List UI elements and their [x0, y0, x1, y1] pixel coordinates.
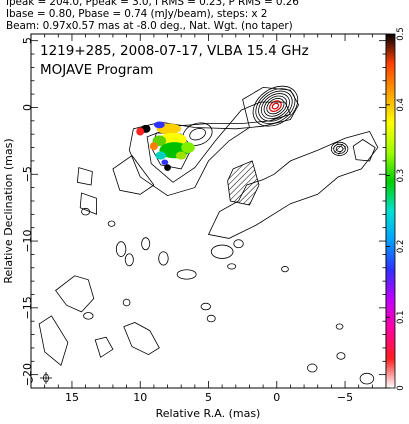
noise-contour: [200, 302, 211, 311]
colorbar-tick-labels: 0 0.1 0.2 0.3 0.4 0.5: [386, 27, 406, 391]
colorbar: [385, 33, 396, 389]
y-tick-label: −15: [21, 296, 34, 319]
tick-marks: [30, 34, 387, 389]
core-contour: [260, 93, 290, 120]
polarization-blob: [155, 151, 167, 160]
noise-contour: [124, 253, 134, 267]
hatched-region: [227, 160, 260, 206]
x-tick-label: −5: [337, 391, 353, 404]
polarization-blob: [136, 127, 145, 136]
noise-contour: [94, 336, 114, 358]
polarization-blob: [181, 142, 195, 153]
noise-contour: [38, 315, 69, 366]
core-contour: [271, 102, 280, 110]
colorbar-tick-label: 0.1: [396, 310, 406, 324]
noise-contour: [227, 263, 237, 270]
core-contour: [268, 100, 282, 112]
noise-contour: [359, 372, 375, 385]
jet-contour: [112, 155, 155, 195]
polarization-overlay: [136, 121, 347, 206]
x-tick-label: 15: [65, 391, 79, 404]
colorbar-tick-label: 0.4: [396, 98, 406, 112]
y-tick-label: 0: [21, 104, 34, 111]
core-contour: [263, 95, 288, 117]
polarization-blob: [164, 164, 171, 171]
core-contour: [266, 98, 285, 115]
header-line-1: Ipeak = 204.0, Ppeak = 3.0, I RMS = 0.23…: [6, 0, 299, 8]
west-contour: [352, 139, 376, 162]
polarization-blob: [153, 121, 165, 129]
x-tick-label: 10: [133, 391, 147, 404]
noise-contour: [123, 322, 160, 356]
polarization-blob: [149, 142, 158, 151]
colorbar-tick-label: 0.2: [396, 240, 406, 254]
noise-contour: [210, 244, 234, 259]
y-tick-label: −5: [21, 166, 34, 182]
contour-lines: [31, 85, 379, 385]
noise-contour: [31, 376, 33, 384]
noise-contour: [122, 298, 131, 307]
x-axis-label: Relative R.A. (mas): [156, 407, 261, 420]
y-axis-label: Relative Declination (mas): [2, 138, 15, 283]
polarization-blob: [175, 151, 187, 160]
header-line-2: Ibase = 0.80, Pbase = 0.74 (mJy/beam), s…: [6, 8, 268, 20]
noise-contour: [158, 251, 169, 266]
jet-contour: [189, 128, 206, 141]
noise-contour: [233, 239, 244, 249]
y-tick-labels: 5 0 −5 −10 −15 −20: [21, 37, 34, 386]
y-tick-label: 5: [21, 37, 34, 44]
jet-contour: [76, 167, 93, 186]
y-tick-label: −20: [21, 363, 34, 386]
x-tick-label: 0: [273, 391, 280, 404]
noise-contour: [307, 363, 318, 373]
noise-contour: [335, 323, 344, 330]
noise-contour: [115, 241, 127, 257]
y-tick-label: −10: [21, 229, 34, 252]
plot-frame: [30, 33, 387, 389]
x-tick-label: 5: [205, 391, 212, 404]
hatched-region: [332, 142, 347, 155]
colorbar-tick-label: 0.5: [396, 27, 406, 41]
noise-contour: [83, 312, 94, 320]
polarization-blob: [161, 159, 169, 165]
colorbar-tick-label: 0: [396, 385, 406, 390]
colorbar-tick-label: 0.3: [396, 169, 406, 183]
beam-ellipse: [40, 372, 52, 384]
west-contour: [330, 141, 349, 156]
noise-contour: [79, 192, 97, 215]
noise-contour: [336, 352, 346, 360]
header-line-3: Beam: 0.97x0.57 mas at -8.0 deg., Nat. W…: [6, 20, 293, 32]
noise-contour: [206, 314, 216, 323]
noise-contour: [55, 275, 95, 313]
x-tick-labels: 15 10 5 0 −5: [65, 391, 353, 404]
jet-contour: [81, 207, 91, 216]
plot-subtitle: MOJAVE Program: [40, 62, 153, 78]
noise-contour: [141, 237, 151, 251]
plot-title: 1219+285, 2008-07-17, VLBA 15.4 GHz: [40, 43, 309, 59]
noise-contour: [176, 269, 197, 280]
core-contour: [252, 85, 299, 127]
noise-contour: [281, 266, 289, 273]
noise-contour: [107, 220, 116, 227]
